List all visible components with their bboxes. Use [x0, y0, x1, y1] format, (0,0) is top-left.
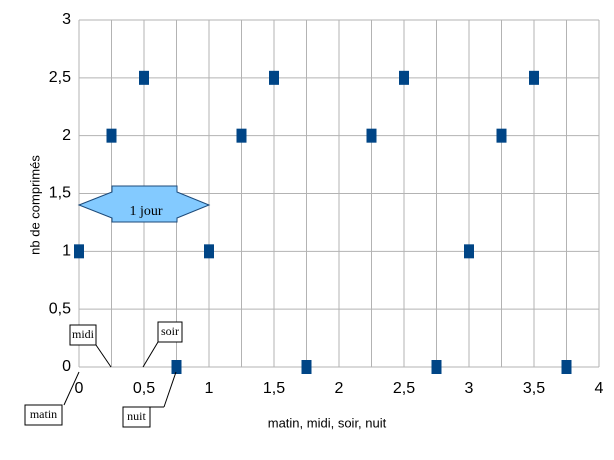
annotation: midi: [72, 327, 95, 341]
annotation: matin: [30, 407, 57, 421]
x-tick-label: 4: [595, 380, 604, 397]
y-tick-label: 2,5: [49, 69, 71, 86]
x-tick-label: 0,5: [133, 380, 155, 397]
callout-box: [24, 404, 63, 426]
y-tick-label: 0: [62, 358, 71, 375]
x-tick-label: 2: [335, 380, 344, 397]
x-tick-label: 3,5: [523, 380, 545, 397]
point: [431, 360, 442, 374]
y-tick-label: 2: [62, 127, 71, 144]
callout-line: [63, 371, 80, 406]
y-tick-label: 1: [62, 243, 71, 260]
point: [106, 128, 117, 143]
y-tick-label: 1,5: [49, 185, 71, 202]
callout-line: [163, 371, 177, 408]
annotation: 1 jour: [129, 204, 162, 219]
point: [171, 360, 182, 374]
point: [366, 128, 377, 143]
callout-box: [69, 324, 97, 346]
x-tick-label: 2,5: [393, 380, 415, 397]
point: [204, 244, 214, 259]
y-tick-label: 0,5: [49, 300, 71, 317]
x-tick-label: 0: [75, 380, 84, 397]
x-tick-label: 1: [205, 380, 214, 397]
callout-line: [142, 341, 159, 368]
x-tick-label: 3: [465, 380, 474, 397]
point: [236, 128, 247, 143]
point: [301, 360, 312, 374]
point: [561, 360, 572, 374]
x-tick-label: 1,5: [263, 380, 285, 397]
callout-box: [122, 406, 151, 428]
point: [496, 128, 507, 143]
callout-box: [157, 321, 183, 343]
annotation: nuit: [127, 409, 146, 423]
annotation: soir: [161, 324, 179, 338]
callout-line: [95, 344, 112, 368]
point: [399, 70, 409, 85]
point: [529, 70, 539, 85]
arrow-shape: [77, 185, 211, 223]
x-axis-label: matin, midi, soir, nuit: [268, 415, 387, 430]
point: [74, 244, 84, 259]
point: [464, 244, 474, 259]
y-axis-label: nb de comprimés: [27, 155, 42, 255]
y-tick-label: 3: [62, 11, 71, 28]
point: [269, 70, 279, 85]
point: [139, 70, 149, 85]
